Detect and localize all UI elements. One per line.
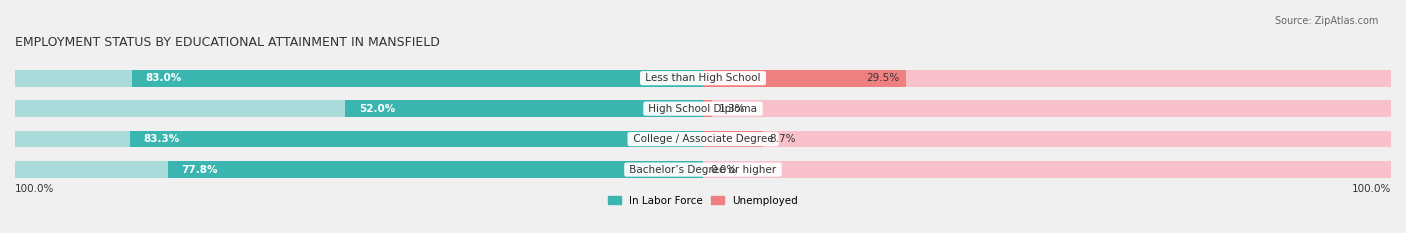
Bar <box>703 70 905 86</box>
Text: 100.0%: 100.0% <box>15 184 55 194</box>
Bar <box>15 70 703 86</box>
Bar <box>703 131 763 147</box>
Text: College / Associate Degree: College / Associate Degree <box>630 134 776 144</box>
Bar <box>703 161 1391 178</box>
Legend: In Labor Force, Unemployed: In Labor Force, Unemployed <box>605 192 801 210</box>
Bar <box>703 100 711 117</box>
Text: 83.0%: 83.0% <box>146 73 181 83</box>
Text: 100.0%: 100.0% <box>1351 184 1391 194</box>
Text: Bachelor’s Degree or higher: Bachelor’s Degree or higher <box>626 164 780 175</box>
Bar <box>129 131 703 147</box>
Bar <box>15 131 703 147</box>
Bar <box>132 70 703 86</box>
Bar <box>703 100 1391 117</box>
Text: 29.5%: 29.5% <box>866 73 898 83</box>
Bar <box>346 100 703 117</box>
Text: 8.7%: 8.7% <box>769 134 796 144</box>
Bar <box>15 100 703 117</box>
Text: EMPLOYMENT STATUS BY EDUCATIONAL ATTAINMENT IN MANSFIELD: EMPLOYMENT STATUS BY EDUCATIONAL ATTAINM… <box>15 36 440 49</box>
Text: Source: ZipAtlas.com: Source: ZipAtlas.com <box>1274 16 1378 26</box>
Bar <box>703 70 1391 86</box>
Text: 83.3%: 83.3% <box>143 134 180 144</box>
Text: 52.0%: 52.0% <box>359 104 395 114</box>
Bar <box>15 161 703 178</box>
Text: Less than High School: Less than High School <box>643 73 763 83</box>
Bar <box>167 161 703 178</box>
Text: 0.0%: 0.0% <box>710 164 737 175</box>
Text: 1.3%: 1.3% <box>718 104 745 114</box>
Bar <box>703 131 1391 147</box>
Text: 77.8%: 77.8% <box>181 164 218 175</box>
Text: High School Diploma: High School Diploma <box>645 104 761 114</box>
